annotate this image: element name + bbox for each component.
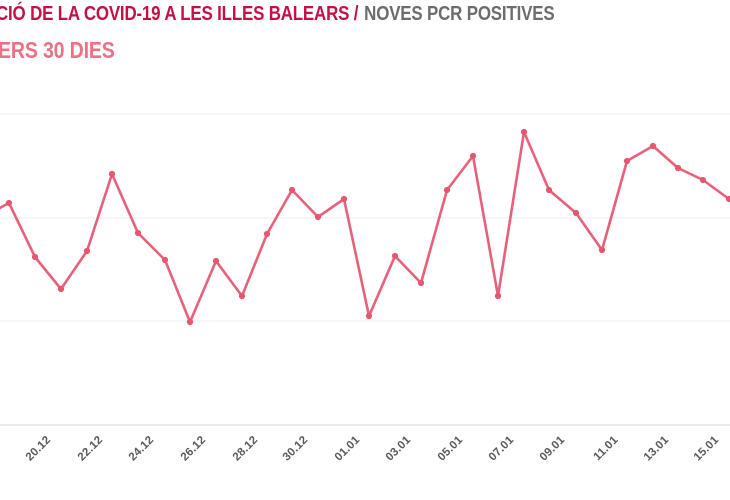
data-point [520, 128, 528, 136]
data-point [161, 256, 169, 264]
data-point [186, 318, 194, 326]
chart-title-region: CIÓ DE LA COVID-19 A LES ILLES BALEARS / [0, 3, 359, 25]
data-point [469, 152, 477, 160]
data-point [263, 230, 271, 238]
data-point [134, 229, 142, 237]
data-point [699, 176, 707, 184]
data-point [572, 209, 580, 217]
data-point [108, 170, 116, 178]
data-point [83, 247, 91, 255]
data-point [443, 186, 451, 194]
data-point [598, 246, 606, 254]
data-point [545, 186, 553, 194]
data-point [57, 285, 65, 293]
data-point [674, 164, 682, 172]
chart-subtitle: ERS 30 DIES [0, 37, 115, 63]
data-point [494, 292, 502, 300]
chart-title-measure: NOVES PCR POSITIVES [364, 3, 555, 25]
data-point [340, 195, 348, 203]
data-point [417, 279, 425, 287]
trend-line [0, 130, 730, 324]
data-point [649, 142, 657, 150]
data-point [623, 157, 631, 165]
data-point [5, 199, 13, 207]
data-point [391, 252, 399, 260]
data-point [314, 213, 322, 221]
data-point [31, 253, 39, 261]
data-point [212, 257, 220, 265]
data-point [365, 312, 373, 320]
data-point [725, 195, 730, 203]
data-point [288, 186, 296, 194]
data-point [238, 292, 246, 300]
chart-title: CIÓ DE LA COVID-19 A LES ILLES BALEARS /… [0, 3, 555, 26]
